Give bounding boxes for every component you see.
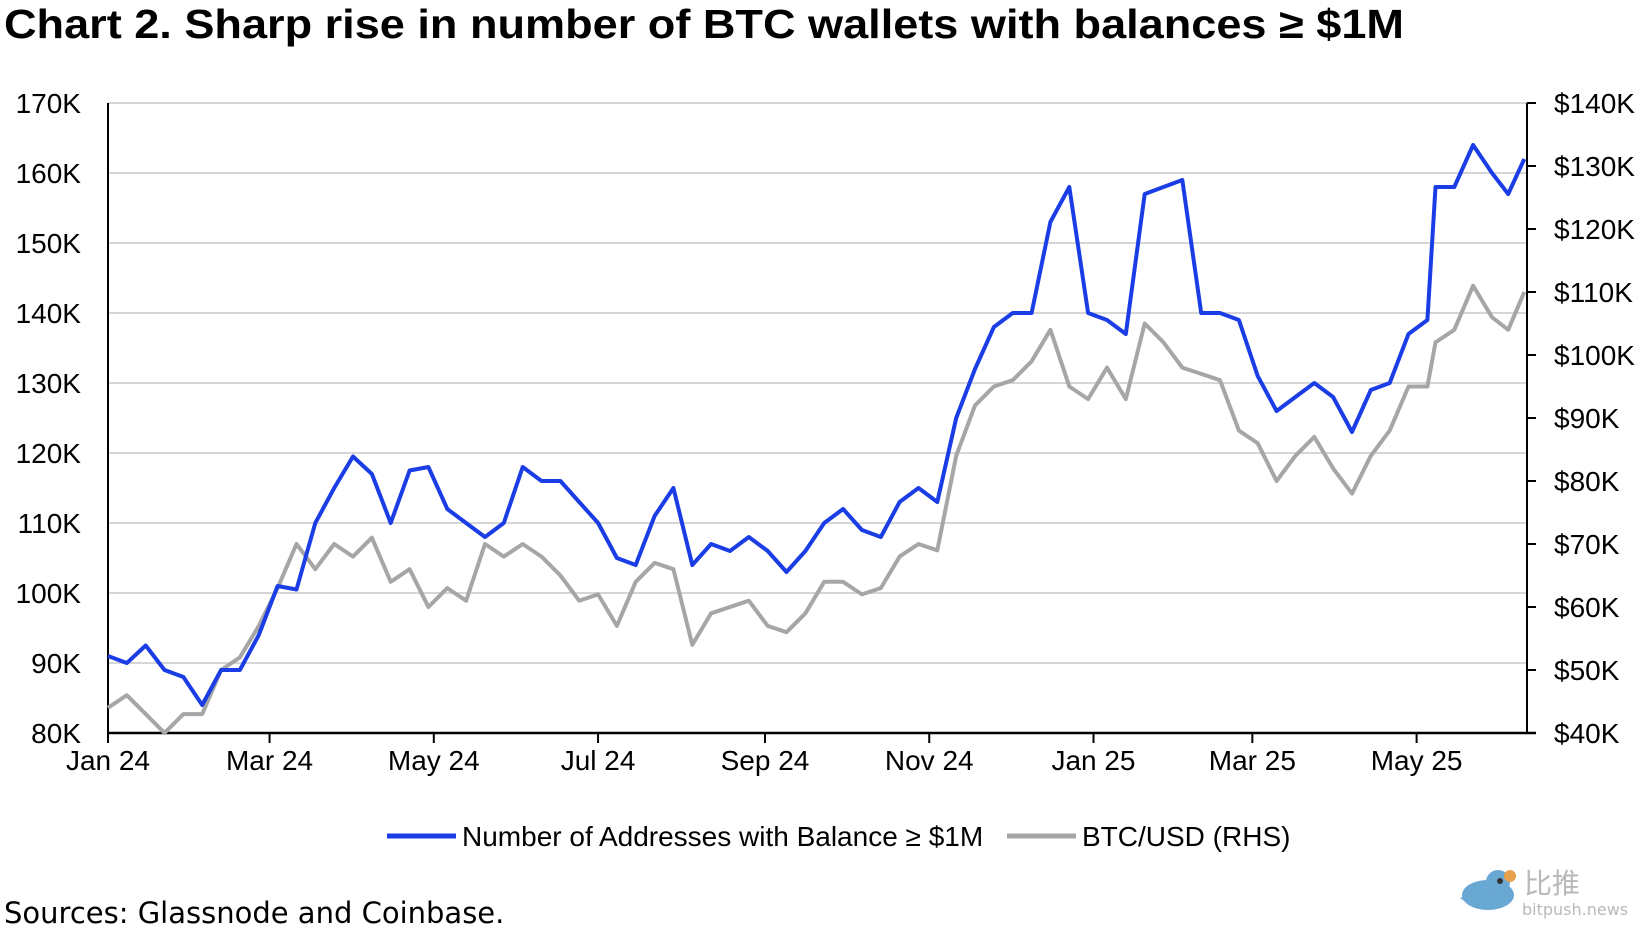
legend-label-btc: BTC/USD (RHS): [1082, 821, 1290, 852]
addresses-series-line: [107, 143, 1527, 707]
watermark-cn: 比推: [1524, 867, 1580, 900]
right-axis-ticks: $40K $50K $60K $70K $80K $90K $100K $110K $120K $…: [1527, 88, 1635, 749]
right-tick-label: $50K: [1554, 655, 1620, 686]
axes: [107, 103, 1536, 735]
left-axis-ticks: 80K 90K 100K 110K 120K 130K 140K 150K 160K 170K: [16, 88, 82, 749]
legend-label-addresses: Number of Addresses with Balance ≥ $1M: [462, 821, 983, 852]
left-tick-label: 90K: [31, 648, 81, 679]
left-tick-label: 120K: [16, 438, 82, 469]
x-tick-label: Sep 24: [721, 745, 810, 776]
x-tick-label: Jul 24: [561, 745, 636, 776]
right-tick-label: $80K: [1554, 466, 1620, 497]
left-tick-label: 100K: [16, 578, 82, 609]
source-note: Sources: Glassnode and Coinbase.: [4, 896, 504, 930]
left-tick-label: 140K: [16, 298, 82, 329]
gridlines: [108, 102, 1527, 664]
watermark-en: bitpush.news: [1522, 900, 1628, 919]
right-tick-label: $130K: [1554, 151, 1635, 182]
right-tick-label: $90K: [1554, 403, 1620, 434]
watermark-logo: 比推 bitpush.news: [1460, 867, 1628, 919]
left-tick-label: 130K: [16, 368, 82, 399]
x-tick-label: May 24: [388, 745, 480, 776]
x-tick-label: May 25: [1371, 745, 1463, 776]
right-tick-label: $100K: [1554, 340, 1635, 371]
x-tick-label: Jan 25: [1051, 745, 1135, 776]
x-tick-label: Mar 24: [226, 745, 313, 776]
left-tick-label: 150K: [16, 228, 82, 259]
bitcoin-coin-icon: [1504, 870, 1516, 882]
series-lines: [106, 143, 1527, 735]
right-tick-label: $40K: [1554, 718, 1620, 749]
right-tick-label: $140K: [1554, 88, 1635, 119]
left-tick-label: 80K: [31, 718, 81, 749]
left-tick-label: 110K: [18, 508, 82, 539]
chart-title: Chart 2. Sharp rise in number of BTC wal…: [4, 1, 1404, 47]
x-tick-label: Jan 24: [66, 745, 150, 776]
right-tick-label: $110K: [1554, 277, 1633, 308]
left-tick-label: 160K: [16, 158, 82, 189]
right-tick-label: $60K: [1554, 592, 1620, 623]
btc-price-series-line: [106, 283, 1527, 735]
x-axis-ticks: Jan 24 Mar 24 May 24 Jul 24 Sep 24 Nov 24 Jan …: [66, 733, 1463, 776]
x-tick-label: Mar 25: [1209, 745, 1296, 776]
right-tick-label: $120K: [1554, 214, 1635, 245]
x-tick-label: Nov 24: [885, 745, 974, 776]
legend: Number of Addresses with Balance ≥ $1M B…: [387, 821, 1290, 852]
left-tick-label: 170K: [16, 88, 82, 119]
right-tick-label: $70K: [1554, 529, 1620, 560]
